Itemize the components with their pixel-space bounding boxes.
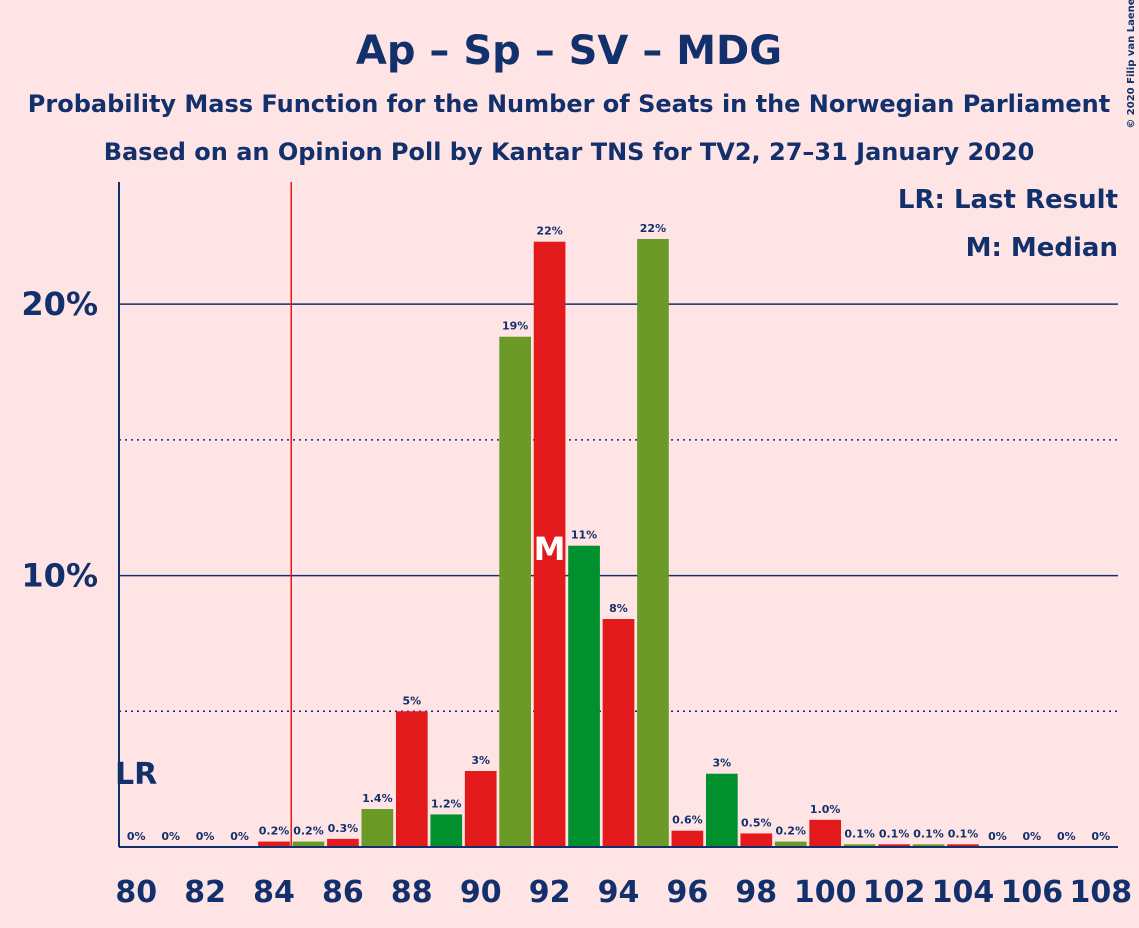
bar [843,844,876,847]
bar [430,814,463,847]
x-tick-label: 92 [529,875,571,910]
value-label: 0% [161,830,180,843]
bar [671,830,704,847]
x-tick-label: 98 [735,875,777,910]
bar [774,841,807,847]
bar [464,771,497,847]
bar [809,819,842,847]
bar [533,241,566,847]
legend-entry: LR: Last Result [898,185,1118,215]
bar [292,841,325,847]
bar [705,773,738,847]
x-tick-label: 86 [322,875,364,910]
x-tick-label: 90 [460,875,502,910]
value-label: 0% [196,830,215,843]
y-tick-label: 20% [21,285,98,323]
bar [568,545,600,847]
value-label: 3% [471,754,490,767]
x-tick-label: 82 [184,875,226,910]
value-label: 0% [988,830,1007,843]
bar [878,844,910,847]
value-label: 5% [402,694,421,707]
x-tick-label: 102 [863,875,926,910]
x-tick-label: 94 [598,875,640,910]
median-label: M [534,530,566,568]
x-tick-label: 80 [115,875,157,910]
y-tick-label: 10% [21,557,98,595]
chart-title: Ap – Sp – SV – MDG [356,28,782,74]
legend-entry: M: Median [966,233,1118,263]
value-label: 8% [609,602,628,615]
x-tick-label: 108 [1069,875,1132,910]
bar [499,336,532,847]
value-label: 0.2% [259,825,290,838]
chart-subtitle: Based on an Opinion Poll by Kantar TNS f… [104,138,1035,166]
last-result-label: LR [115,757,157,792]
value-label: 19% [502,320,528,333]
value-label: 0.3% [328,822,359,835]
bar [327,838,359,847]
value-label: 0% [230,830,249,843]
chart-subtitle: Probability Mass Function for the Number… [28,90,1110,118]
value-label: 0% [127,830,146,843]
value-label: 3% [713,757,732,770]
value-label: 1.0% [810,803,841,816]
x-tick-label: 106 [1001,875,1064,910]
value-label: 0.1% [879,827,910,840]
x-tick-label: 96 [667,875,709,910]
bar [637,239,669,847]
value-label: 0% [1091,830,1110,843]
value-label: 11% [571,529,597,542]
bar [361,809,394,847]
value-label: 1.2% [431,797,462,810]
bar [947,844,979,847]
bar [395,711,428,847]
value-label: 0.1% [913,827,944,840]
value-label: 1.4% [362,792,393,805]
value-label: 0.1% [948,827,979,840]
value-label: 0.2% [775,825,806,838]
value-label: 0.2% [293,825,324,838]
value-label: 0.5% [741,816,772,829]
value-label: 22% [640,222,666,235]
value-label: 0% [1023,830,1042,843]
bar [602,619,635,847]
value-label: 0% [1057,830,1076,843]
value-label: 0.1% [844,827,875,840]
x-tick-label: 100 [794,875,857,910]
value-label: 22% [536,225,562,238]
x-tick-label: 104 [932,875,995,910]
bar [258,841,290,847]
x-tick-label: 88 [391,875,433,910]
bar [740,833,773,847]
bar [912,844,945,847]
value-label: 0.6% [672,814,703,827]
x-tick-label: 84 [253,875,295,910]
copyright: © 2020 Filip van Laenen [1126,0,1137,129]
